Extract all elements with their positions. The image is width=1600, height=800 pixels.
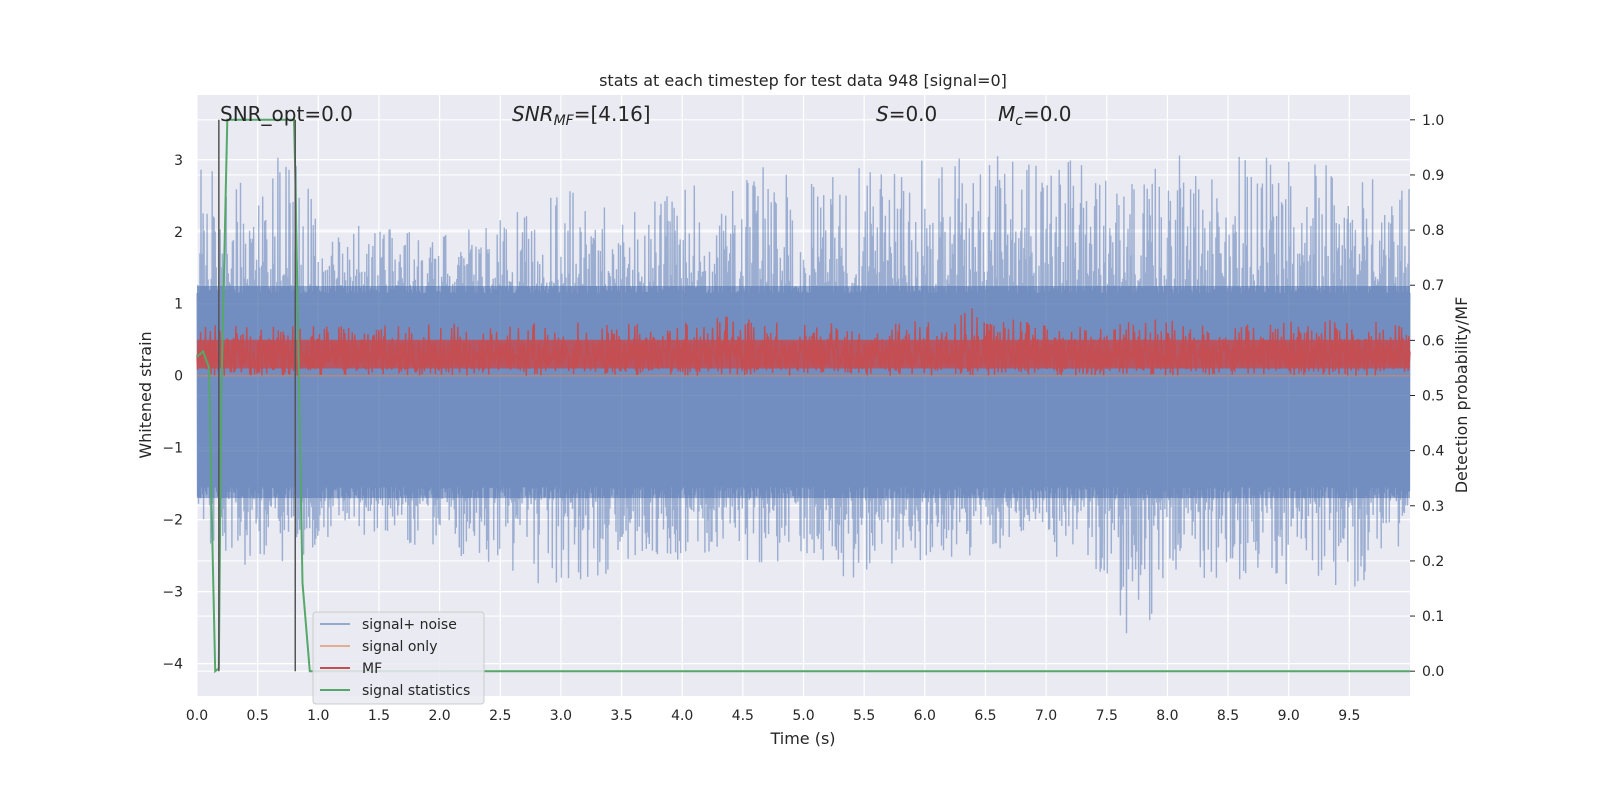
chart-title: stats at each timestep for test data 948… bbox=[599, 71, 1007, 90]
series-signal-noise bbox=[196, 155, 1411, 634]
annotation-snr-mf-name: SNR bbox=[512, 102, 554, 126]
series-mf bbox=[196, 308, 1411, 376]
x-tick-label: 8.5 bbox=[1217, 708, 1239, 724]
vertical-lines bbox=[218, 119, 297, 672]
y-tick-labels: 3 2 1 0 −1 −2 −3 −4 bbox=[162, 153, 183, 673]
legend-label-signal-noise: signal+ noise bbox=[362, 617, 457, 633]
x-tick-label: 6.0 bbox=[914, 708, 936, 724]
x-tick-label: 1.0 bbox=[307, 708, 329, 724]
annotation-mc-value: =0.0 bbox=[1023, 102, 1072, 126]
x-tick-label: 3.0 bbox=[550, 708, 572, 724]
x-tick-label: 4.0 bbox=[671, 708, 693, 724]
x-tick-label: 9.0 bbox=[1278, 708, 1300, 724]
x-tick-label: 3.5 bbox=[610, 708, 632, 724]
annotation-mc-sub: c bbox=[1015, 113, 1023, 129]
right-y-tick-label: 0.9 bbox=[1422, 168, 1444, 184]
x-tick-label: 2.5 bbox=[489, 708, 511, 724]
legend-label-signal-statistics: signal statistics bbox=[362, 683, 470, 699]
annotation-mc: Mc=0.0 bbox=[998, 102, 1072, 129]
right-y-tick-label: 0.8 bbox=[1422, 223, 1444, 239]
annotation-s-value: =0.0 bbox=[889, 102, 938, 126]
series-layer bbox=[196, 118, 1411, 674]
legend-label-signal-only: signal only bbox=[362, 639, 437, 655]
annotation-mc-name: M bbox=[998, 102, 1015, 126]
right-y-tick-label: 0.2 bbox=[1422, 554, 1444, 570]
right-y-tick-label: 0.7 bbox=[1422, 278, 1444, 294]
x-tick-label: 7.0 bbox=[1035, 708, 1057, 724]
right-y-axis-label: Detection probability/MF bbox=[1452, 297, 1471, 494]
right-y-tick-label: 0.6 bbox=[1422, 333, 1444, 349]
right-y-tick-label: 0.1 bbox=[1422, 609, 1444, 625]
annotation-snr-mf-value: =[4.16] bbox=[574, 102, 651, 126]
x-tick-label: 5.5 bbox=[853, 708, 875, 724]
legend-label-mf: MF bbox=[362, 661, 382, 677]
x-tick-label: 6.5 bbox=[974, 708, 996, 724]
x-axis-label: Time (s) bbox=[769, 729, 835, 748]
y-tick-label: 3 bbox=[174, 153, 183, 169]
y-tick-label: 2 bbox=[174, 225, 183, 241]
right-y-tick-label: 0.3 bbox=[1422, 499, 1444, 515]
x-tick-label: 8.0 bbox=[1156, 708, 1178, 724]
y-tick-label: 0 bbox=[174, 369, 183, 385]
annotation-s-name: S bbox=[876, 102, 889, 126]
right-y-tick-label: 0.5 bbox=[1422, 389, 1444, 405]
right-y-tick-label: 0.0 bbox=[1422, 664, 1444, 680]
annotation-s: S=0.0 bbox=[876, 102, 937, 126]
x-tick-label: 0.5 bbox=[247, 708, 269, 724]
annotation-snr-opt: SNR_opt=0.0 bbox=[220, 102, 353, 126]
x-tick-label: 1.5 bbox=[368, 708, 390, 724]
right-y-tick-label: 0.4 bbox=[1422, 444, 1444, 460]
y-tick-label: −2 bbox=[162, 513, 183, 529]
x-tick-label: 5.0 bbox=[792, 708, 814, 724]
series-signal-statistics bbox=[196, 118, 1410, 674]
right-y-tick-labels: 0.0 0.1 0.2 0.3 0.4 0.5 0.6 0.7 0.8 0.9 1.0 bbox=[1410, 113, 1444, 680]
x-tick-label: 4.5 bbox=[732, 708, 754, 724]
x-tick-label: 7.5 bbox=[1096, 708, 1118, 724]
x-tick-label: 0.0 bbox=[186, 708, 208, 724]
x-tick-label: 2.0 bbox=[428, 708, 450, 724]
y-axis-label: Whitened strain bbox=[136, 331, 155, 458]
annotation-snr-mf-sub: MF bbox=[554, 113, 575, 129]
annotation-snr-mf: SNRMF=[4.16] bbox=[512, 102, 651, 129]
x-tick-label: 9.5 bbox=[1338, 708, 1360, 724]
y-tick-label: 1 bbox=[174, 297, 183, 313]
y-tick-label: −1 bbox=[162, 441, 183, 457]
legend: signal+ noise signal only MF signal stat… bbox=[312, 611, 485, 705]
y-tick-label: −4 bbox=[162, 657, 183, 673]
legend-box bbox=[312, 611, 485, 705]
x-tick-labels: 0.0 0.5 1.0 1.5 2.0 2.5 3.0 3.5 4.0 4.5 5.0 5.5 6.0 6… bbox=[186, 708, 1361, 724]
right-y-tick-label: 1.0 bbox=[1422, 113, 1444, 129]
y-tick-label: −3 bbox=[162, 585, 183, 601]
